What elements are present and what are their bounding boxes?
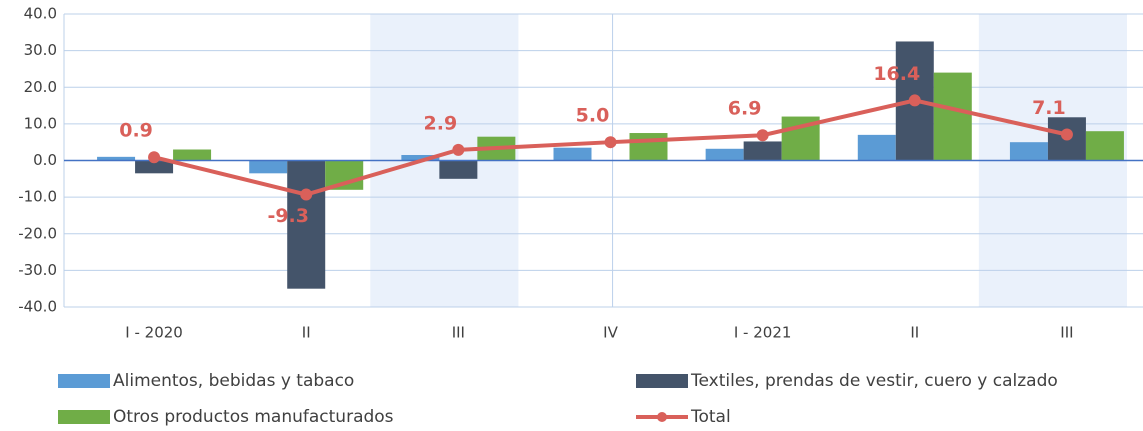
bar: [553, 147, 592, 161]
bar: [1085, 131, 1124, 161]
x-tick-label: IV: [603, 324, 618, 342]
x-tick-label: I - 2020: [125, 324, 183, 342]
value-label: 7.1: [1032, 97, 1066, 119]
line-point: [452, 143, 465, 156]
line-point: [908, 94, 921, 107]
bar: [743, 141, 782, 161]
x-tick-label: II: [910, 324, 919, 342]
value-label: 6.9: [728, 98, 762, 120]
x-tick-label: III: [452, 324, 465, 342]
x-tick-label: I - 2021: [734, 324, 792, 342]
x-tick-label: II: [302, 324, 311, 342]
value-label: 16.4: [873, 63, 920, 85]
y-tick-label: 0.0: [33, 151, 57, 169]
legend-label: Alimentos, bebidas y tabaco: [113, 371, 354, 391]
y-tick-label: 20.0: [24, 78, 57, 96]
y-tick-label: -30.0: [18, 261, 57, 279]
bar: [857, 134, 896, 161]
legend-swatch: [636, 374, 688, 388]
value-label: 0.9: [119, 120, 153, 142]
bar: [439, 160, 478, 179]
line-point: [148, 151, 161, 164]
line-point: [604, 136, 617, 149]
value-label: 5.0: [576, 105, 610, 127]
line-point: [300, 188, 313, 201]
y-tick-label: 30.0: [24, 41, 57, 59]
legend-swatch: [58, 374, 110, 388]
x-tick-label: III: [1060, 324, 1073, 342]
value-label: 2.9: [424, 112, 458, 134]
legend-swatch: [58, 410, 110, 424]
y-tick-label: 10.0: [24, 114, 57, 132]
y-tick-label: -20.0: [18, 224, 57, 242]
y-tick-label: 40.0: [24, 5, 57, 23]
bar: [249, 160, 288, 174]
value-label: -9.3: [267, 205, 309, 227]
bar: [1009, 142, 1048, 161]
bar: [287, 160, 326, 289]
legend-marker: [657, 412, 667, 422]
bar: [629, 133, 668, 161]
line-point: [1060, 128, 1073, 141]
bar: [933, 72, 972, 161]
y-tick-label: -40.0: [18, 298, 57, 316]
bar: [173, 149, 212, 161]
bar: [135, 160, 174, 174]
legend-label: Otros productos manufacturados: [113, 407, 394, 427]
legend-label: Textiles, prendas de vestir, cuero y cal…: [690, 371, 1058, 391]
y-tick-label: -10.0: [18, 188, 57, 206]
line-point: [756, 129, 769, 142]
bar: [97, 156, 136, 161]
bar: [705, 148, 744, 161]
bar: [401, 155, 440, 161]
legend-label: Total: [690, 407, 731, 427]
